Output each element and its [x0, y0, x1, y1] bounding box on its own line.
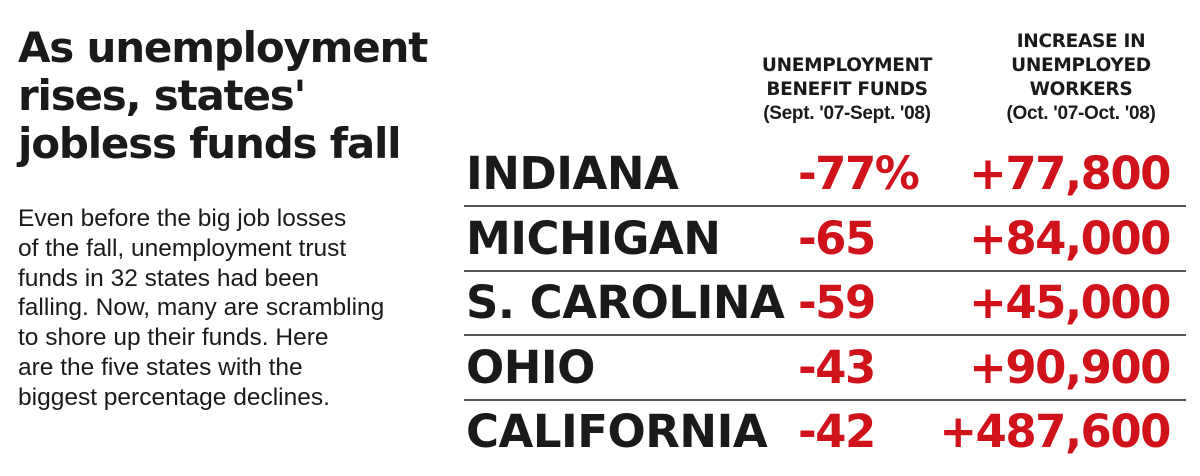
description-line: biggest percentage declines. — [18, 383, 330, 411]
state-name: MICHIGAN — [466, 212, 721, 265]
chart-description: Even before the big job losses of the fa… — [18, 204, 458, 413]
description-line: Even before the big job losses — [18, 205, 347, 232]
fund-change-value: -77% — [798, 147, 920, 200]
state-name: S. CAROLINA — [466, 276, 785, 329]
worker-increase-value: +487,600 — [939, 405, 1171, 458]
description-line: of the fall, unemployment trust — [18, 234, 347, 262]
row-divider — [464, 205, 1186, 207]
fund-change-value: -65 — [798, 212, 876, 265]
title-line: As unemployment — [18, 23, 428, 72]
column-header-line: UNEMPLOYMENT — [761, 55, 933, 76]
worker-increase-value: +84,000 — [969, 212, 1171, 265]
title-line: rises, states' — [18, 71, 306, 120]
chart-title: As unemployment rises, states' jobless f… — [18, 24, 448, 168]
fund-change-value: -43 — [798, 341, 876, 394]
column-header-line: BENEFIT FUNDS — [766, 79, 928, 100]
column-header-period: (Oct. '07-Oct. '08) — [1006, 103, 1156, 124]
worker-increase-value: +90,900 — [969, 341, 1171, 394]
column-header-line: WORKERS — [1029, 79, 1133, 100]
row-divider — [464, 270, 1186, 272]
column-header-unemployed-workers: INCREASE IN UNEMPLOYED WORKERS (Oct. '07… — [966, 30, 1196, 126]
description-line: to shore up their funds. Here — [18, 324, 329, 352]
state-name: CALIFORNIA — [466, 405, 768, 458]
fund-change-value: -59 — [798, 276, 876, 329]
row-divider — [464, 399, 1186, 401]
fund-change-value: -42 — [798, 405, 876, 458]
column-header-line: INCREASE IN — [1016, 31, 1146, 52]
description-line: are the five states with the — [18, 353, 303, 381]
description-line: funds in 32 states had been — [18, 264, 320, 292]
row-divider — [464, 334, 1186, 336]
title-line: jobless funds fall — [18, 119, 402, 168]
column-header-period: (Sept. '07-Sept. '08) — [763, 103, 931, 124]
worker-increase-value: +77,800 — [969, 147, 1171, 200]
column-header-benefit-funds: UNEMPLOYMENT BENEFIT FUNDS (Sept. '07-Se… — [722, 54, 972, 126]
worker-increase-value: +45,000 — [969, 276, 1171, 329]
state-name: INDIANA — [466, 147, 679, 200]
description-line: falling. Now, many are scrambling — [18, 294, 385, 322]
column-header-line: UNEMPLOYED — [1011, 55, 1151, 76]
state-name: OHIO — [466, 341, 595, 394]
